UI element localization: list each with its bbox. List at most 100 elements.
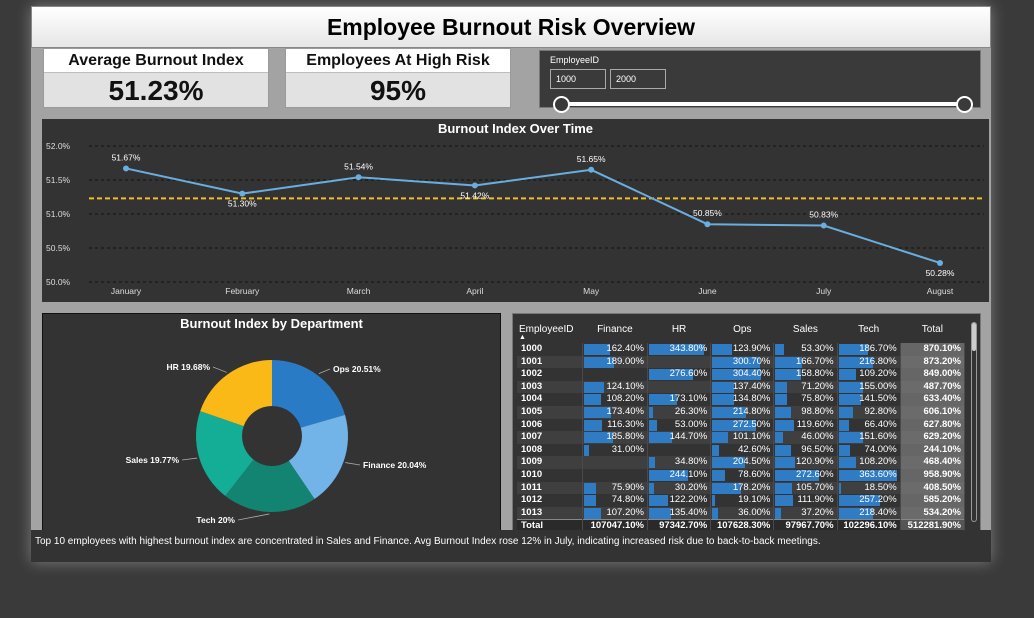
slicer-min-input[interactable] — [550, 69, 606, 89]
employee-id-cell: 1009 — [517, 456, 583, 469]
slicer-max-handle[interactable] — [956, 96, 973, 113]
value-cell: 98.80% — [773, 405, 838, 419]
insight-footer: Top 10 employees with highest burnout in… — [31, 530, 991, 562]
data-bar — [648, 419, 658, 431]
donut-chart[interactable]: Ops 20.51% Finance 20.04% Tech 20% Sales 19… — [43, 314, 500, 530]
data-bar — [712, 369, 761, 381]
value-cell: 78.60% — [710, 468, 775, 482]
data-point[interactable] — [239, 190, 246, 197]
table-row[interactable]: 1004 108.20% 173.10% 134.80% 75.80% 141.50% 63… — [517, 393, 966, 406]
slicer-track[interactable] — [562, 102, 966, 106]
column-header[interactable]: Ops — [733, 324, 752, 335]
column-header[interactable]: Total — [921, 324, 943, 335]
value-cell: 186.70% — [837, 343, 901, 356]
cell-value: 107.20% — [606, 506, 644, 518]
data-point[interactable] — [937, 259, 943, 266]
slice-label: Tech 20% — [196, 515, 235, 525]
series-line[interactable] — [125, 167, 941, 264]
value-cell: 108.20% — [837, 456, 901, 469]
slicer-label: EmployeeID — [550, 55, 600, 65]
employee-id-slicer[interactable]: EmployeeID — [539, 50, 981, 113]
data-bar — [712, 432, 729, 444]
sort-ascending-icon[interactable]: ▲ — [519, 334, 526, 341]
data-label: 50.85% — [693, 208, 722, 218]
data-point[interactable] — [471, 182, 478, 189]
table-row[interactable]: 1009 34.80% 204.50% 120.90% 108.20% 468.40% — [517, 456, 966, 469]
scrollbar-thumb[interactable] — [972, 323, 976, 351]
kpi-card-high-risk[interactable]: Employees At High Risk 95% — [285, 48, 511, 108]
total-cell: 97342.70% — [647, 519, 712, 530]
matrix-table-panel[interactable]: EmployeeID ▲ Finance HR Ops Sales Tech Total 10… — [512, 313, 981, 531]
data-bar — [775, 419, 795, 431]
table-row[interactable]: 1005 173.40% 26.30% 214.80% 98.80% 92.80% 606.… — [517, 405, 966, 419]
table-row[interactable]: 1010 244.10% 78.60% 272.60% 363.60% 958.90% — [517, 468, 966, 482]
table-row[interactable]: 1008 31.00% 42.60% 96.50% 74.00% 244.10% — [517, 443, 966, 457]
data-point[interactable] — [820, 222, 827, 229]
pie-chart-panel[interactable]: Burnout Index by Department Ops 20.51% Fi… — [42, 313, 501, 531]
column-header[interactable]: HR — [671, 324, 687, 335]
slice-hr[interactable] — [200, 360, 272, 427]
column-header[interactable]: Tech — [858, 324, 880, 335]
table-scrollbar[interactable] — [971, 322, 977, 522]
table-row[interactable]: 1001 189.00% 300.70% 166.70% 216.80% 873.20% — [517, 355, 966, 369]
cell-value: 173.40% — [606, 405, 644, 417]
data-point[interactable] — [355, 174, 362, 181]
slice-sales[interactable] — [196, 411, 254, 496]
value-cell — [582, 456, 648, 469]
kpi-card-average-burnout[interactable]: Average Burnout Index 51.23% — [43, 48, 269, 108]
row-total-cell: 870.10% — [900, 343, 966, 356]
cell-value: 204.50% — [732, 456, 771, 468]
slice-finance[interactable] — [288, 414, 349, 499]
line-chart[interactable]: 52.0% 51.5% 51.0% 50.5% 50.0% January February… — [42, 119, 989, 302]
table-row[interactable]: 1011 75.90% 30.20% 178.20% 105.70% 18.50% 408.… — [517, 481, 966, 495]
slice-ops[interactable] — [272, 360, 345, 428]
data-label: 50.83% — [809, 210, 838, 220]
data-bar — [775, 406, 792, 418]
line-chart-panel[interactable]: Burnout Index Over Time 52.0% 51.5% 51.0% 5… — [42, 119, 989, 302]
data-point[interactable] — [123, 165, 129, 172]
table-row[interactable]: 1003 124.10% 137.40% 71.20% 155.00% 487.70% — [517, 380, 966, 394]
table-row[interactable]: 1006 116.30% 53.00% 272.50% 119.60% 66.40% 627… — [517, 418, 966, 432]
cell-value: 304.40% — [732, 368, 771, 380]
value-cell — [647, 380, 712, 394]
employee-id-cell: 1002 — [517, 368, 583, 381]
totals-label: Total — [517, 519, 583, 530]
data-point[interactable] — [704, 221, 711, 228]
cell-value: 92.80% — [864, 405, 897, 417]
table-row[interactable]: 1013 107.20% 135.40% 36.00% 37.20% 218.40% 534… — [517, 506, 966, 520]
data-bar — [838, 369, 856, 381]
cell-value: 107047.10% — [590, 520, 644, 531]
row-total-cell: 606.10% — [900, 405, 966, 419]
data-bar — [648, 394, 677, 406]
table-row[interactable]: 1002 276.60% 304.40% 158.80% 109.20% 849.00% — [517, 368, 966, 381]
data-point[interactable] — [588, 166, 595, 173]
cell-value: 958.90% — [923, 468, 961, 480]
slice-label: Ops 20.51% — [333, 364, 381, 374]
slicer-max-input[interactable] — [610, 69, 666, 89]
cell-value: 122.20% — [669, 494, 708, 506]
insight-text: Top 10 employees with highest burnout in… — [35, 536, 821, 547]
value-cell: 26.30% — [647, 405, 712, 419]
slicer-min-handle[interactable] — [553, 96, 570, 113]
title-bar: Employee Burnout Risk Overview — [31, 6, 991, 48]
value-cell: 162.40% — [582, 343, 648, 356]
leader-line — [181, 457, 198, 461]
table-row[interactable]: 1007 185.80% 144.70% 101.10% 46.00% 151.60% 62… — [517, 431, 966, 444]
cell-value: 105.70% — [796, 481, 834, 493]
column-header[interactable]: Finance — [597, 324, 633, 335]
cell-value: 158.80% — [796, 368, 834, 380]
employee-id-cell: 1004 — [517, 393, 583, 406]
x-tick-label: January — [111, 286, 142, 296]
data-bar — [712, 444, 719, 456]
slice-tech[interactable] — [225, 459, 315, 512]
value-cell — [582, 468, 648, 482]
value-cell: 343.80% — [647, 343, 712, 356]
table-row[interactable]: 1000 162.40% 343.80% 123.90% 53.30% 186.70% 87… — [517, 343, 966, 356]
data-bar — [712, 406, 747, 418]
cell-value: 870.10% — [923, 343, 961, 354]
matrix-table[interactable]: EmployeeID ▲ Finance HR Ops Sales Tech Total 10… — [517, 320, 966, 531]
table-row[interactable]: 1012 74.80% 122.20% 19.10% 111.90% 257.20% 585… — [517, 494, 966, 507]
x-tick-label: February — [225, 286, 260, 296]
column-header[interactable]: Sales — [792, 324, 818, 335]
column-header[interactable]: EmployeeID ▲ — [517, 320, 582, 343]
